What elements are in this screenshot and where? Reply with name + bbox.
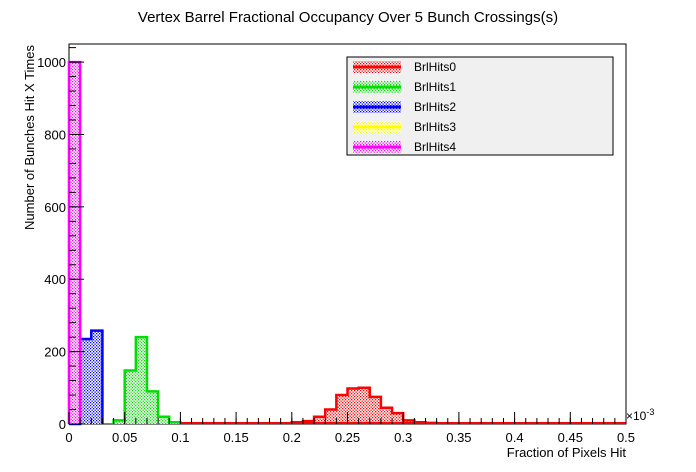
x-tick-label: 0.05 <box>112 430 137 445</box>
y-tick-label: 1000 <box>37 55 66 70</box>
legend-label: BrlHits2 <box>414 100 456 114</box>
histogram-bin <box>380 407 393 424</box>
x-tick-label: 0.35 <box>446 430 471 445</box>
histogram-bin <box>392 413 404 424</box>
histogram-bin <box>146 391 159 424</box>
y-tick-label: 400 <box>44 272 66 287</box>
legend-label: BrlHits0 <box>414 60 456 74</box>
legend-label: BrlHits3 <box>414 120 456 134</box>
legend-label: BrlHits4 <box>414 140 456 154</box>
x-tick-label: 0.2 <box>283 430 301 445</box>
histogram-bin <box>369 396 381 424</box>
plot-area: 0 0.05 0.1 0.15 0.2 0.25 0.3 0.35 0.4 0.45 0.5 0 200… <box>37 43 635 445</box>
x-tick-label: 0.5 <box>617 430 635 445</box>
histogram-bin <box>124 370 136 424</box>
x-tick-label: 0.15 <box>223 430 248 445</box>
y-tick-label: 800 <box>44 127 66 142</box>
x-tick-label: 0.1 <box>171 430 189 445</box>
histogram-bin <box>113 420 125 424</box>
histogram-bin <box>325 409 337 424</box>
x-tick-label: 0.45 <box>558 430 583 445</box>
y-tick-label: 0 <box>59 417 66 432</box>
histogram-bin <box>336 395 348 424</box>
y-tick-label: 200 <box>44 345 66 360</box>
histogram-bin <box>158 416 170 424</box>
x-exponent-label: ×10-3 <box>626 407 654 423</box>
x-tick-label: 0.25 <box>335 430 360 445</box>
series-brlhits0 <box>290 386 438 425</box>
x-axis-label: Fraction of Pixels Hit <box>507 445 627 460</box>
x-tick-label: 0 <box>65 430 72 445</box>
y-tick-label: 600 <box>44 200 66 215</box>
histogram-bin <box>314 416 326 424</box>
series-brlhits4 <box>67 60 82 424</box>
histogram-bin <box>69 62 81 424</box>
histogram-bin <box>80 338 92 424</box>
histogram-bin <box>135 337 147 424</box>
histogram-bin <box>358 387 370 424</box>
y-axis-label: Number of Bunches Hit X Times <box>22 45 37 230</box>
histogram-bin <box>91 330 103 424</box>
x-tick-label: 0.4 <box>506 430 524 445</box>
legend-label: BrlHits1 <box>414 80 456 94</box>
series-brlhits1 <box>112 335 182 424</box>
x-tick-label: 0.3 <box>394 430 412 445</box>
legend: BrlHits0 BrlHits1 BrlHits2 BrlHits3 BrlHits4 <box>346 56 614 156</box>
histogram-bin <box>347 388 359 424</box>
chart-title: Vertex Barrel Fractional Occupancy Over … <box>138 9 558 26</box>
